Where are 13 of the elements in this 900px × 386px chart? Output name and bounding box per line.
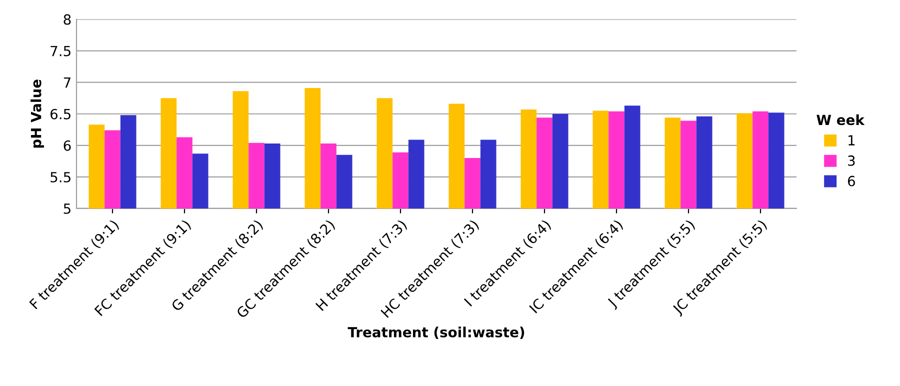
legend-title: W eek — [816, 114, 865, 126]
y-axis-title: pH Value — [30, 80, 44, 148]
y-tick-label: 7.5 — [50, 46, 70, 56]
y-tick-label: 6 — [64, 140, 71, 151]
x-axis-title: Treatment (soil:waste) — [348, 326, 524, 340]
y-tick-label: 8 — [64, 14, 71, 25]
y-tick-label: 7 — [64, 77, 70, 88]
legend-label: 6 — [848, 176, 855, 186]
y-tick-label: 5 — [64, 204, 70, 214]
y-tick-label: 6.5 — [50, 108, 70, 120]
y-tick-label: 5.5 — [50, 172, 70, 182]
legend-label: 3 — [848, 155, 855, 166]
legend-label: 1 — [848, 135, 855, 146]
